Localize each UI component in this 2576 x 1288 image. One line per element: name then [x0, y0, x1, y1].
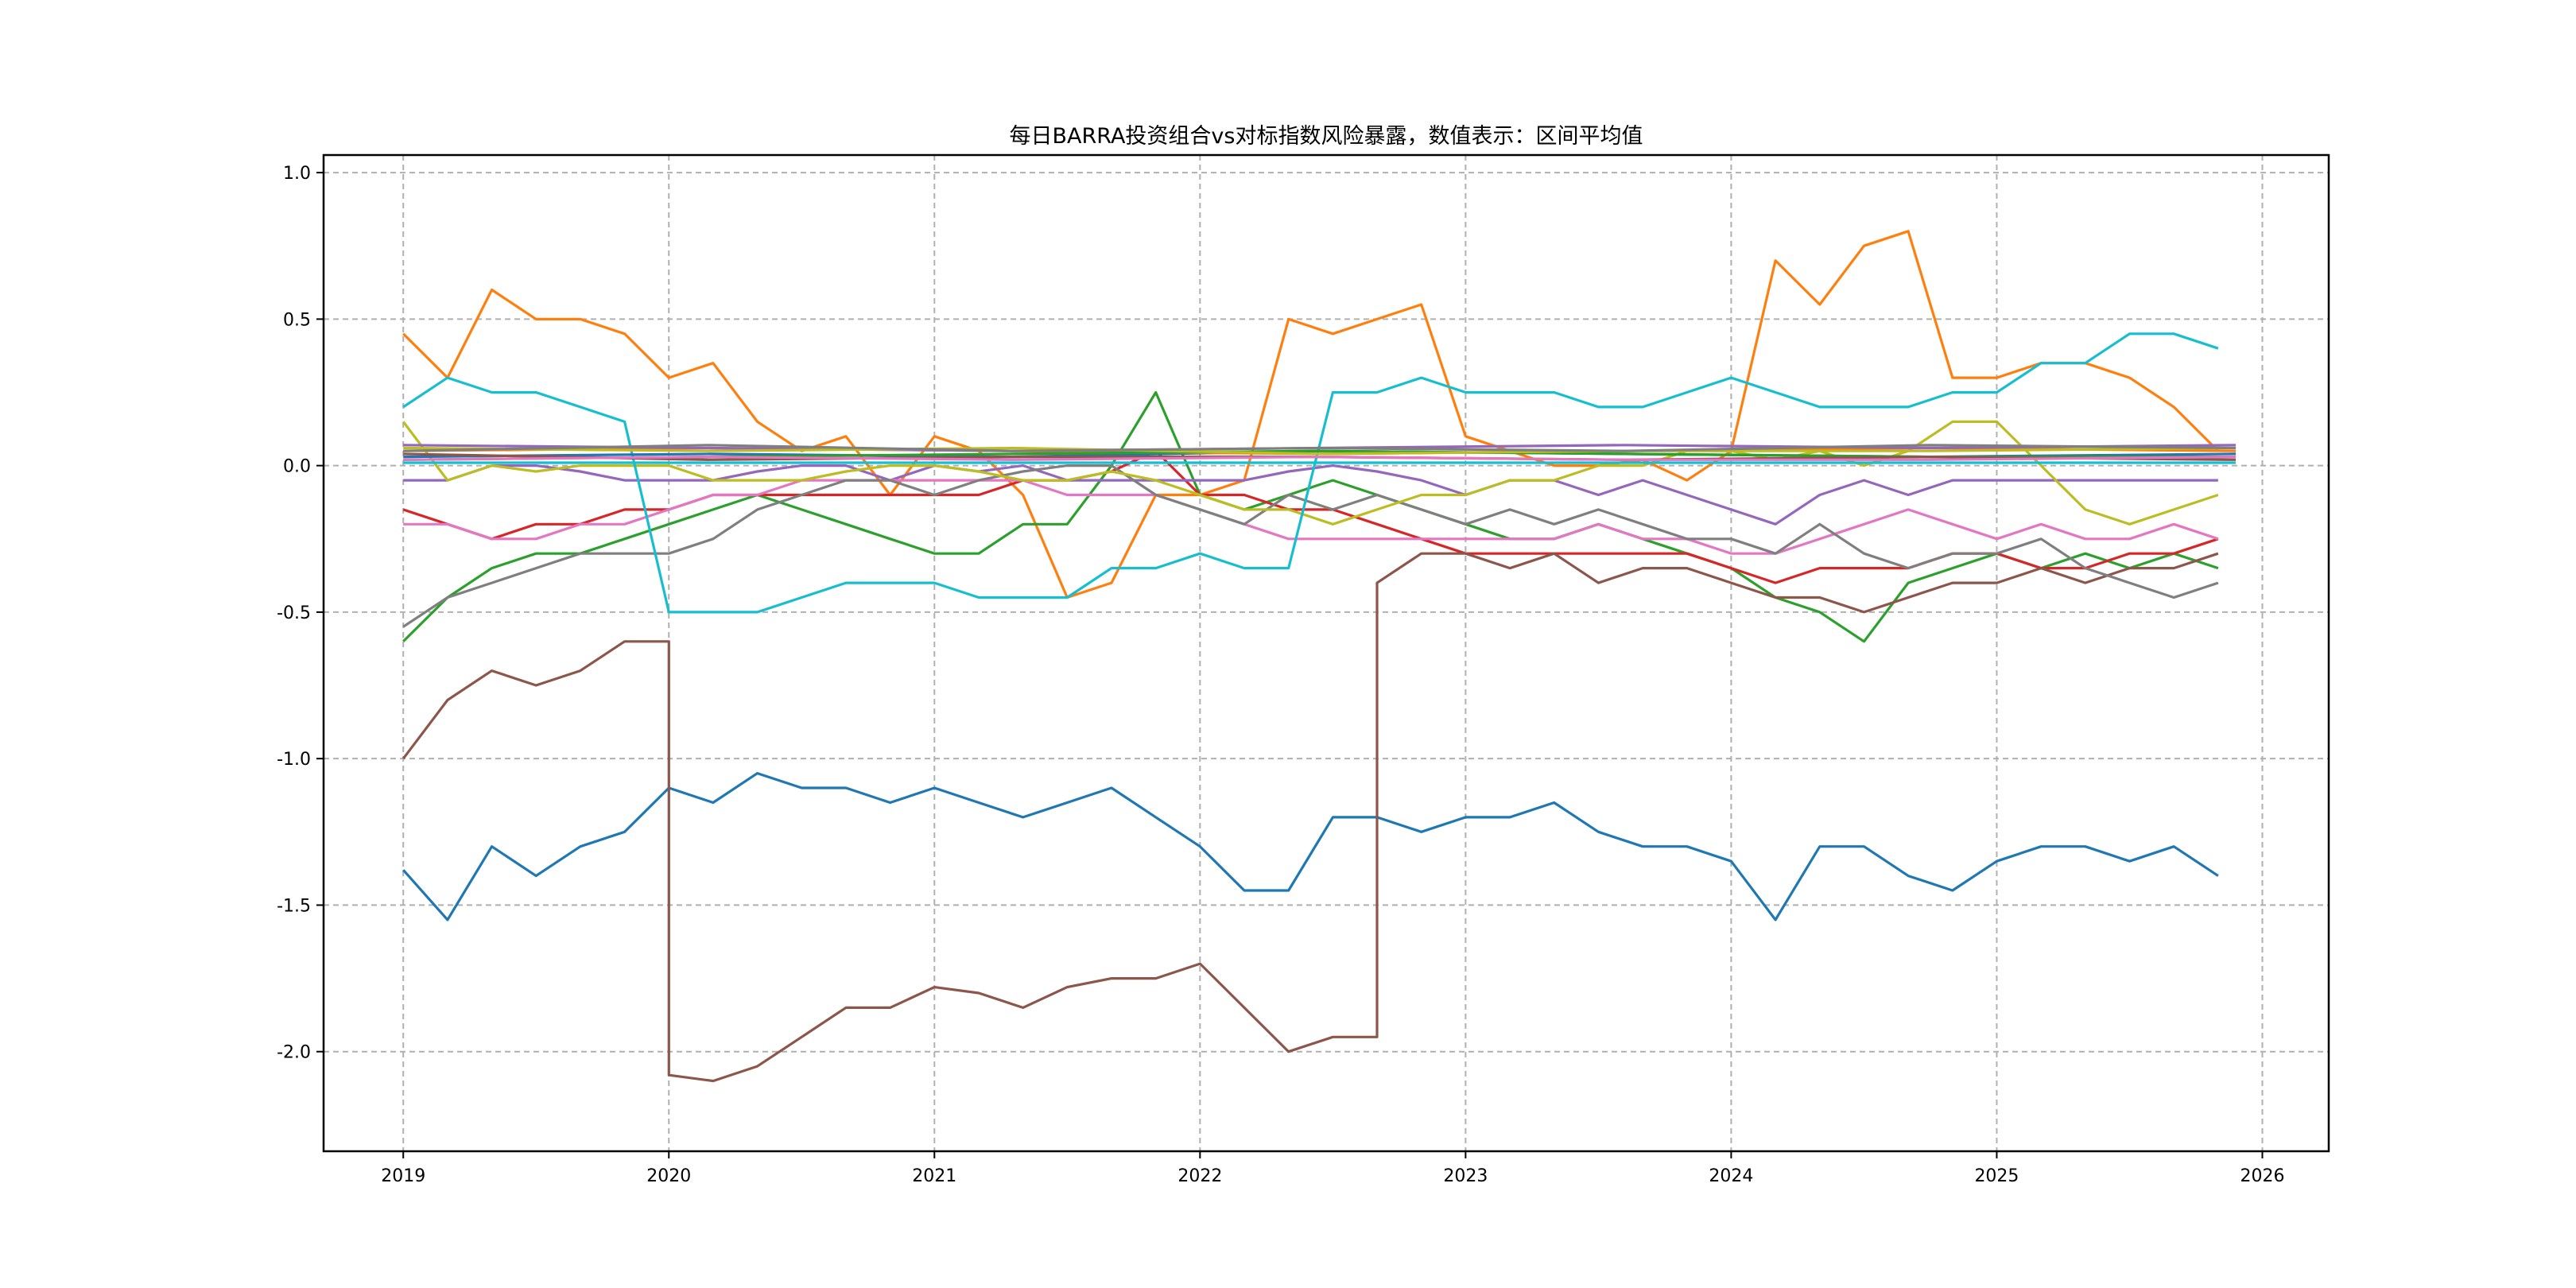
x-tick-label: 2019	[381, 1166, 425, 1186]
series-orange-line	[402, 230, 2220, 599]
y-tick-label: 1.0	[283, 164, 311, 184]
x-tick-label: 2026	[2240, 1166, 2284, 1186]
series-pink-line	[403, 479, 2219, 555]
series-green-line	[402, 390, 2219, 643]
ticks: 2019 2020 2021 2022 2023 2024 2025 2026 1.0 0.5 0.…	[277, 164, 2284, 1186]
axes-frame	[322, 153, 2330, 1153]
series-group	[402, 230, 2237, 1083]
y-tick-label: -1.5	[277, 896, 311, 916]
x-tick-label: 2023	[1443, 1166, 1488, 1186]
chart-title: 每日BARRA投资组合vs对标指数风险暴露，数值表示：区间平均值	[1010, 124, 1643, 149]
series-brown-line	[402, 552, 2219, 1083]
x-tick-label: 2021	[912, 1166, 956, 1186]
cluster-6-line	[403, 446, 2237, 456]
series-gray-line	[402, 464, 2219, 628]
x-tick-label: 2024	[1709, 1166, 1753, 1186]
cluster-7-line	[403, 444, 2237, 452]
y-tick-label: -2.0	[277, 1043, 311, 1063]
cluster-8-line	[403, 455, 2237, 461]
y-tick-label: -1.0	[277, 750, 311, 770]
x-tick-label: 2020	[646, 1166, 691, 1186]
series-purple-line	[403, 464, 2218, 526]
series-blue-line	[402, 771, 2219, 921]
x-tick-label: 2025	[1974, 1166, 2019, 1186]
series-cyan-line	[402, 332, 2219, 614]
y-tick-label: -0.5	[277, 603, 311, 623]
y-tick-label: 0.0	[283, 457, 311, 477]
x-tick-label: 2022	[1177, 1166, 1222, 1186]
y-tick-label: 0.5	[283, 310, 311, 330]
